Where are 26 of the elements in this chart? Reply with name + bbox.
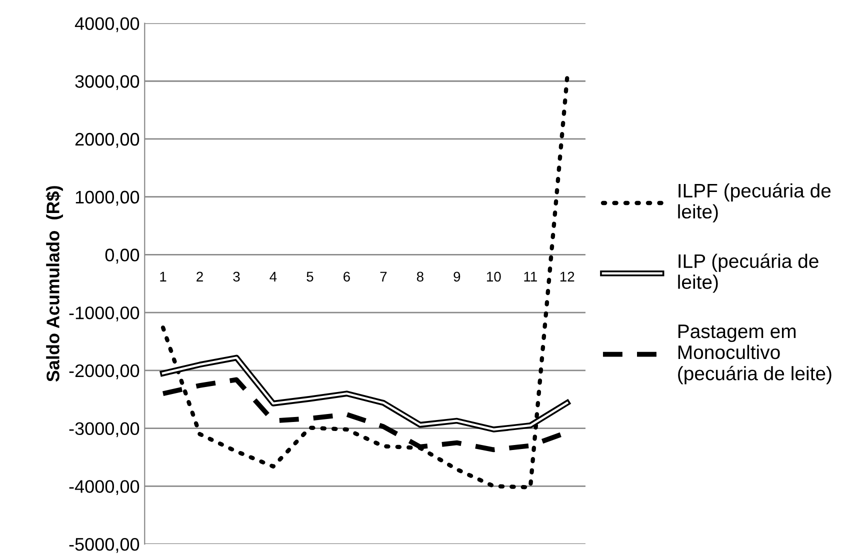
y-tick-label: 4000,00 — [74, 17, 140, 32]
y-tick-label: -3000,00 — [69, 422, 140, 438]
y-tick-label: -5000,00 — [69, 538, 140, 553]
x-tick-label: 9 — [454, 272, 460, 282]
x-tick-label: 3 — [233, 272, 240, 282]
y-tick-label: -4000,00 — [69, 480, 140, 496]
y-tick-label: 2000,00 — [75, 132, 140, 148]
y-tick-label: 1000,00 — [76, 190, 140, 206]
x-tick-label: 6 — [344, 272, 350, 282]
x-tick-label: 12 — [560, 272, 574, 282]
legend-label: ILPF (pecuária de leite) — [678, 183, 831, 222]
x-tick-label: 10 — [486, 272, 501, 282]
y-tick-label: -1000,00 — [69, 306, 140, 322]
x-tick-label: 2 — [196, 272, 203, 282]
x-tick-label: 7 — [380, 272, 387, 282]
y-tick-label: 0,00 — [105, 248, 140, 264]
legend-label: Pastagem em Monocultivo (pecuária de leite) — [678, 324, 832, 384]
x-tick-label: 1 — [160, 272, 166, 282]
x-tick-label: 8 — [416, 272, 424, 282]
x-tick-label: 11 — [524, 272, 537, 282]
x-tick-label: 4 — [270, 272, 277, 282]
y-tick-label: 3000,00 — [75, 75, 140, 90]
x-tick-label: 5 — [306, 272, 314, 282]
y-tick-label: -2000,00 — [69, 364, 140, 380]
y-axis-title: Saldo Acumulado (R$) — [46, 186, 63, 382]
legend-label: ILP (pecuária de leite) — [678, 254, 818, 293]
